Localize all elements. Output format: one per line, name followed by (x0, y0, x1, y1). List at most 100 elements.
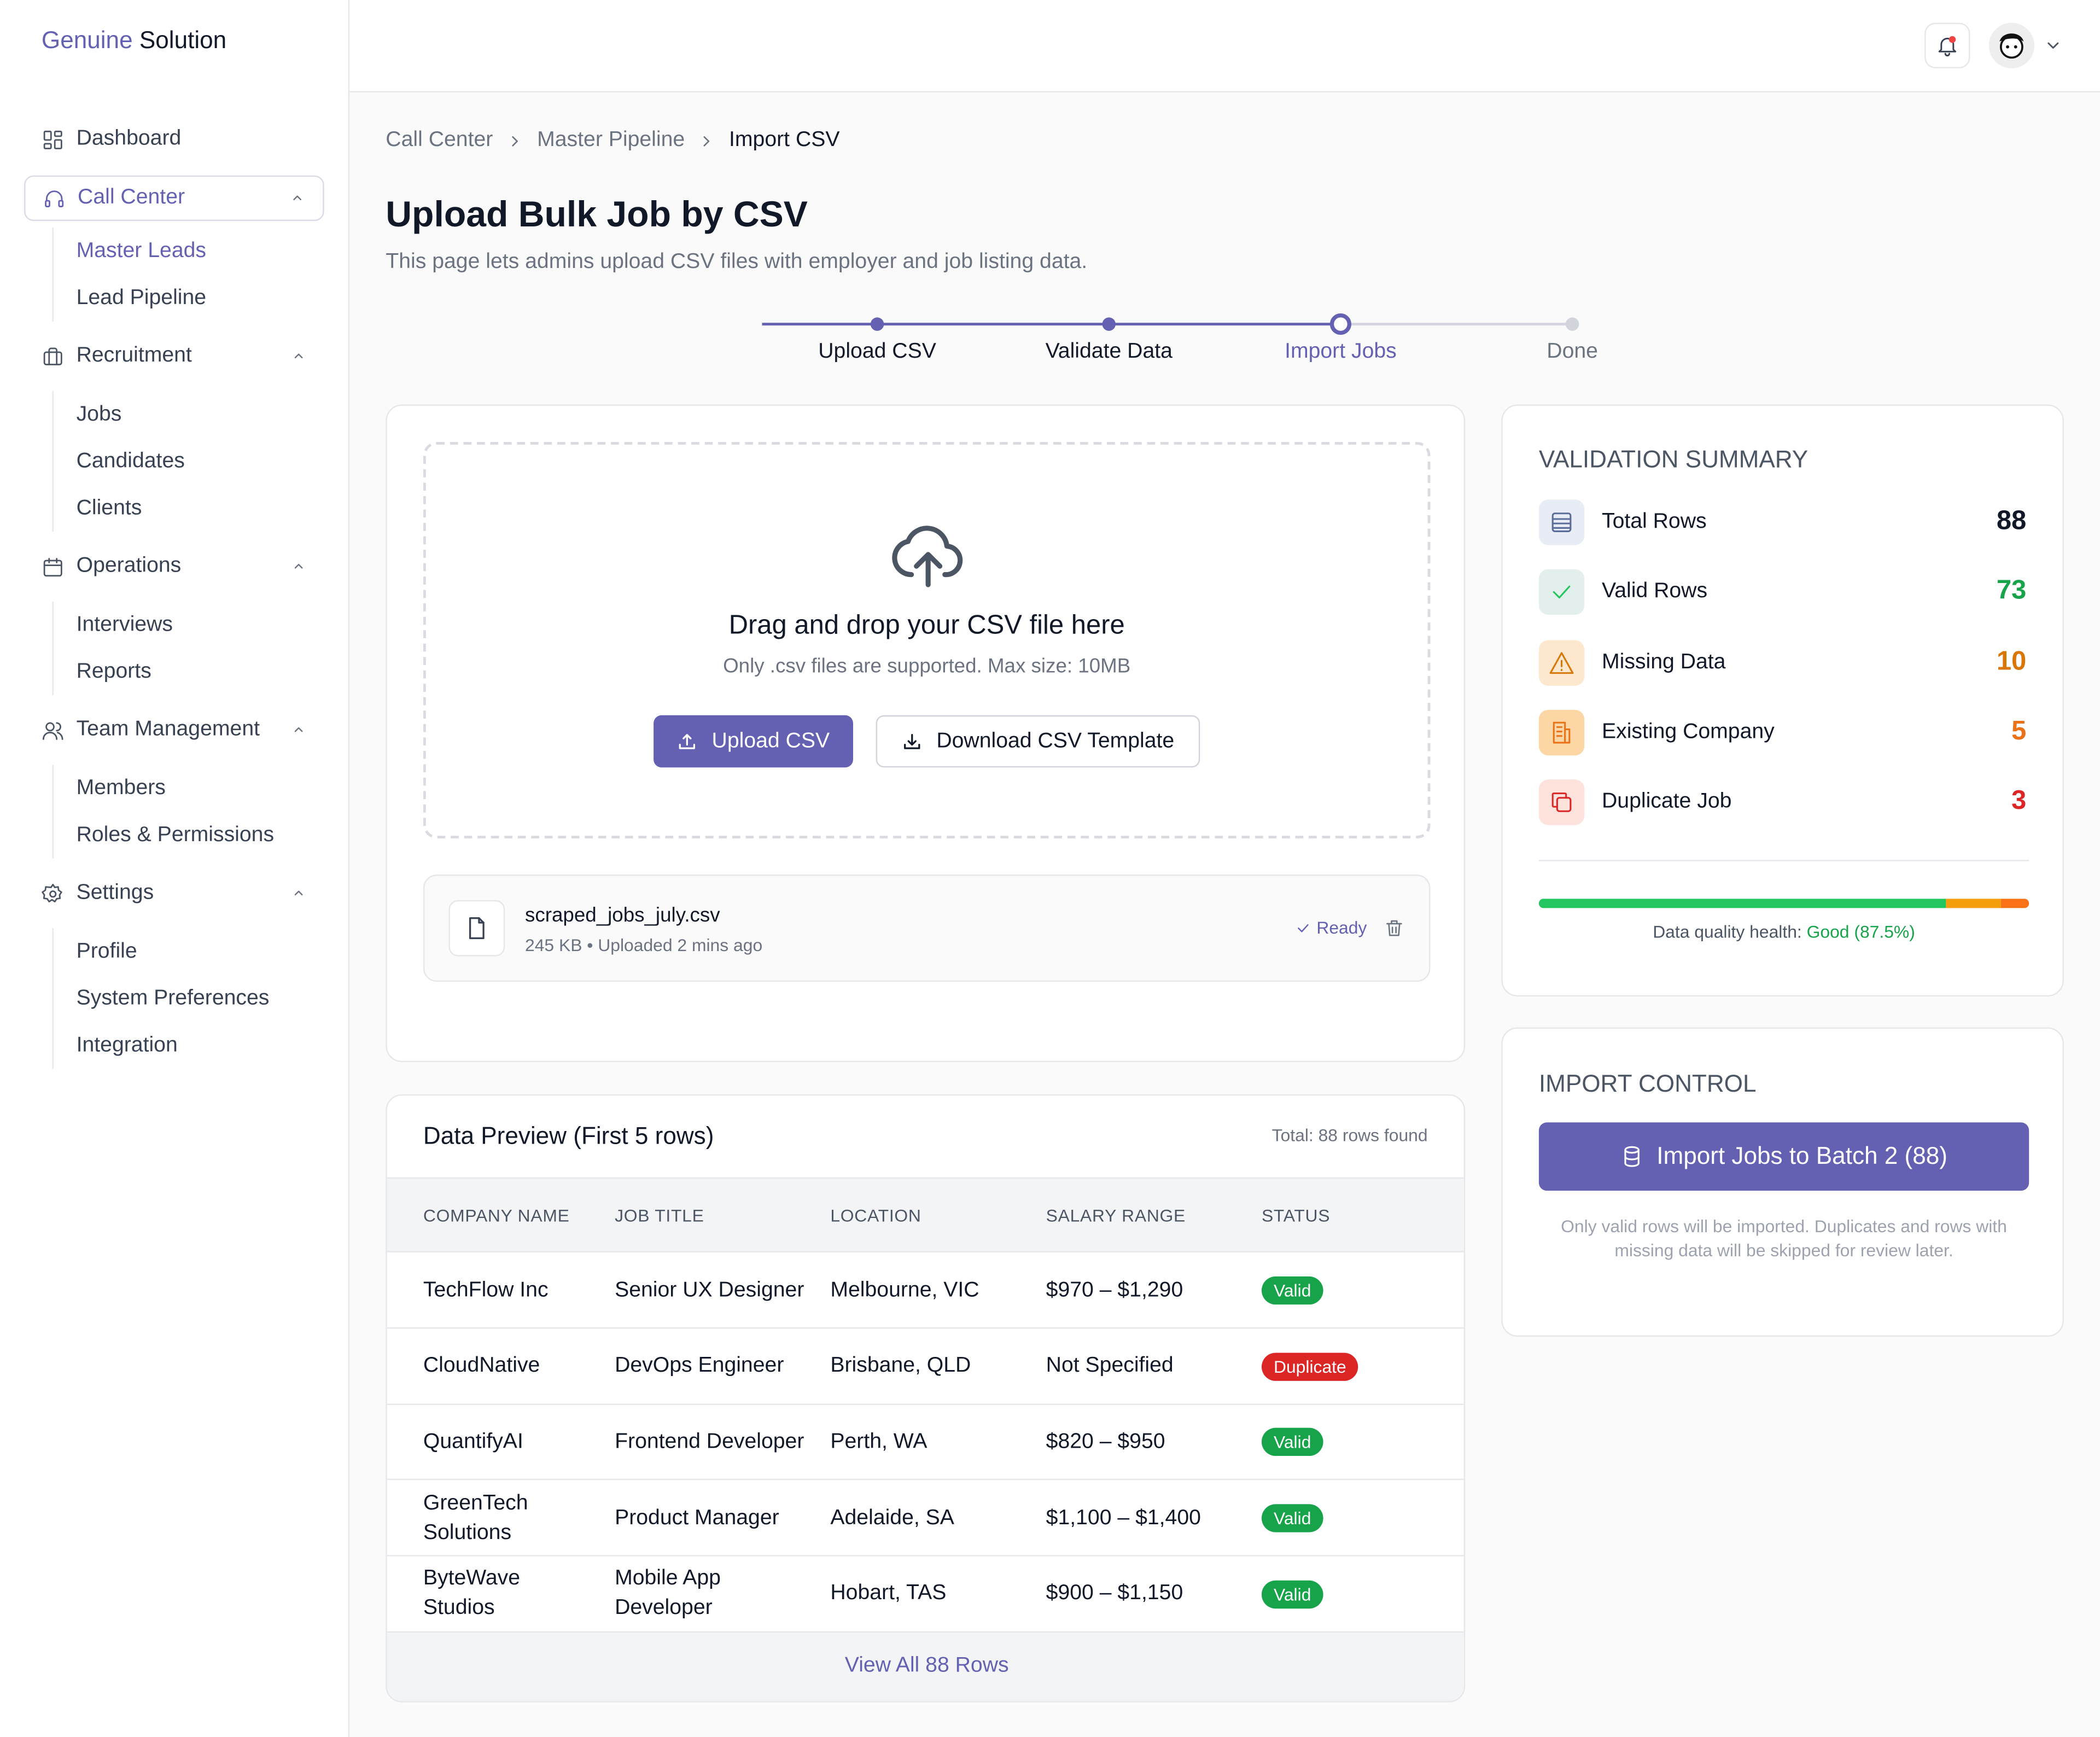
sidebar: Genuine Solution Dashboard Call Center Mast… (0, 0, 350, 1737)
notification-bell[interactable] (1924, 22, 1970, 68)
nav-subitem[interactable]: System Preferences (76, 987, 270, 1010)
summary-label: Total Rows (1601, 510, 1707, 533)
nav: Dashboard Call Center Master Leads Lead Pip… (24, 110, 324, 1074)
summary-label: Existing Company (1601, 720, 1775, 743)
table-cell: CloudNative (423, 1354, 540, 1378)
view-all-rows[interactable]: View All 88 Rows (387, 1633, 1464, 1701)
icon-part (43, 721, 63, 739)
icon-part (904, 733, 920, 749)
icon-part (54, 130, 62, 137)
breadcrumb-separator (506, 132, 524, 149)
icon-part (294, 353, 303, 359)
nav-subitem[interactable]: Lead Pipeline (76, 287, 207, 310)
database-icon (1620, 1145, 1643, 1168)
table-cell: Senior UX Designer (615, 1278, 804, 1302)
icon-part (58, 199, 64, 207)
brand-first: Genuine (41, 26, 133, 54)
drop-zone[interactable]: Drag and drop your CSV file here Only .cs… (423, 442, 1431, 839)
upload-button[interactable]: Upload CSV (654, 715, 854, 768)
chevron (290, 885, 306, 901)
nav-children: Jobs Candidates Clients (52, 391, 324, 532)
quality-bar-segment (2001, 899, 2029, 908)
nav-subitem[interactable]: Master Leads (76, 240, 206, 263)
breadcrumb-item[interactable]: Call Center (386, 129, 493, 151)
icon-part (1938, 36, 1956, 57)
brand-second: Solution (139, 26, 227, 54)
icon-part (1624, 1149, 1640, 1167)
nav-subitem[interactable]: Candidates (76, 450, 185, 473)
summary-value: 10 (1996, 646, 2027, 676)
icon-part (294, 727, 303, 732)
table-cell: $1,100 – $1,400 (1046, 1506, 1201, 1529)
drop-hint: Only .csv files are supported. Max size:… (723, 655, 1131, 678)
import-button[interactable]: Import Jobs to Batch 2 (88) (1538, 1122, 2029, 1191)
step-dot (1102, 317, 1116, 331)
quality-health: Data quality health: Good (87.5%) (1503, 921, 2063, 942)
summary-icon (1538, 709, 1585, 755)
nav-icon (42, 719, 65, 742)
summary-label: Missing Data (1601, 650, 1726, 673)
table-cell: DevOps Engineer (615, 1354, 784, 1378)
preview-title: Data Preview (First 5 rows) (423, 1122, 714, 1150)
nav-icon (42, 345, 65, 368)
icon-part (43, 559, 62, 576)
nav-icon (43, 187, 66, 210)
nav-subitem[interactable]: Interviews (76, 613, 173, 637)
icon-part (892, 526, 963, 578)
nav-label: Settings (76, 881, 154, 905)
breadcrumb: Call Center Master Pipeline Import CSV (386, 129, 839, 153)
column-header: SALARY RANGE (1046, 1205, 1186, 1226)
file-status-label: Ready (1316, 917, 1367, 938)
account-menu-chevron[interactable] (2044, 36, 2062, 55)
nav-item[interactable]: Call Center (24, 175, 324, 222)
status-pill: Valid (1261, 1276, 1323, 1305)
nav-subitem[interactable]: Integration (76, 1034, 178, 1057)
table-cell: $820 – $950 (1046, 1430, 1165, 1453)
table-cell: Frontend Developer (615, 1430, 804, 1453)
step-label: Upload CSV (818, 340, 936, 363)
icon-part (294, 564, 303, 569)
nav-subitem[interactable]: Jobs (76, 403, 122, 426)
nav-item[interactable]: Recruitment (24, 327, 324, 386)
avatar[interactable] (1988, 22, 2035, 68)
nav-subitem[interactable]: Clients (76, 497, 142, 520)
nav-icon (42, 128, 65, 151)
breadcrumb-item[interactable]: Master Pipeline (537, 129, 685, 151)
icon-part (43, 142, 52, 149)
icon-part (48, 347, 58, 365)
icon-part (1624, 1146, 1640, 1167)
health-value: Good (87.5%) (1806, 921, 1915, 942)
nav-subitem[interactable]: Reports (76, 660, 151, 683)
nav-item[interactable]: Team Management (24, 701, 324, 760)
import-button-label: Import Jobs to Batch 2 (88) (1656, 1142, 1947, 1169)
chevron (289, 190, 305, 206)
icon-part (1553, 586, 1571, 599)
delete-file[interactable] (1384, 918, 1405, 939)
quality-bar-segment (1538, 899, 1946, 908)
column-header: JOB TITLE (615, 1205, 704, 1226)
nav-subitem[interactable]: Members (76, 777, 166, 800)
nav-subitem[interactable]: Roles & Permissions (76, 824, 275, 847)
nav-label: Team Management (76, 718, 260, 741)
icon-part (43, 557, 62, 576)
quality-bar (1538, 899, 2029, 908)
nav-label: Recruitment (76, 344, 192, 368)
icon-part (294, 564, 303, 569)
nav-item[interactable]: Operations (24, 537, 324, 596)
icon-part (1553, 721, 1571, 744)
nav-children: Interviews Reports (52, 601, 324, 696)
icon-part (293, 195, 302, 201)
status-pill: Valid (1261, 1580, 1323, 1608)
nav-children: Members Roles & Permissions (52, 765, 324, 859)
nav-subitem[interactable]: Profile (76, 940, 137, 963)
step-label: Done (1547, 340, 1598, 363)
nav-item[interactable]: Dashboard (24, 110, 324, 169)
download-template-button[interactable]: Download CSV Template (876, 715, 1200, 768)
icon-part (43, 351, 62, 365)
table-row (387, 1404, 1464, 1481)
icon-part (679, 733, 696, 749)
nav-label: Call Center (78, 186, 185, 209)
nav-item[interactable]: Settings (24, 864, 324, 923)
icon-part (892, 526, 963, 587)
icon-part (1551, 512, 1572, 532)
